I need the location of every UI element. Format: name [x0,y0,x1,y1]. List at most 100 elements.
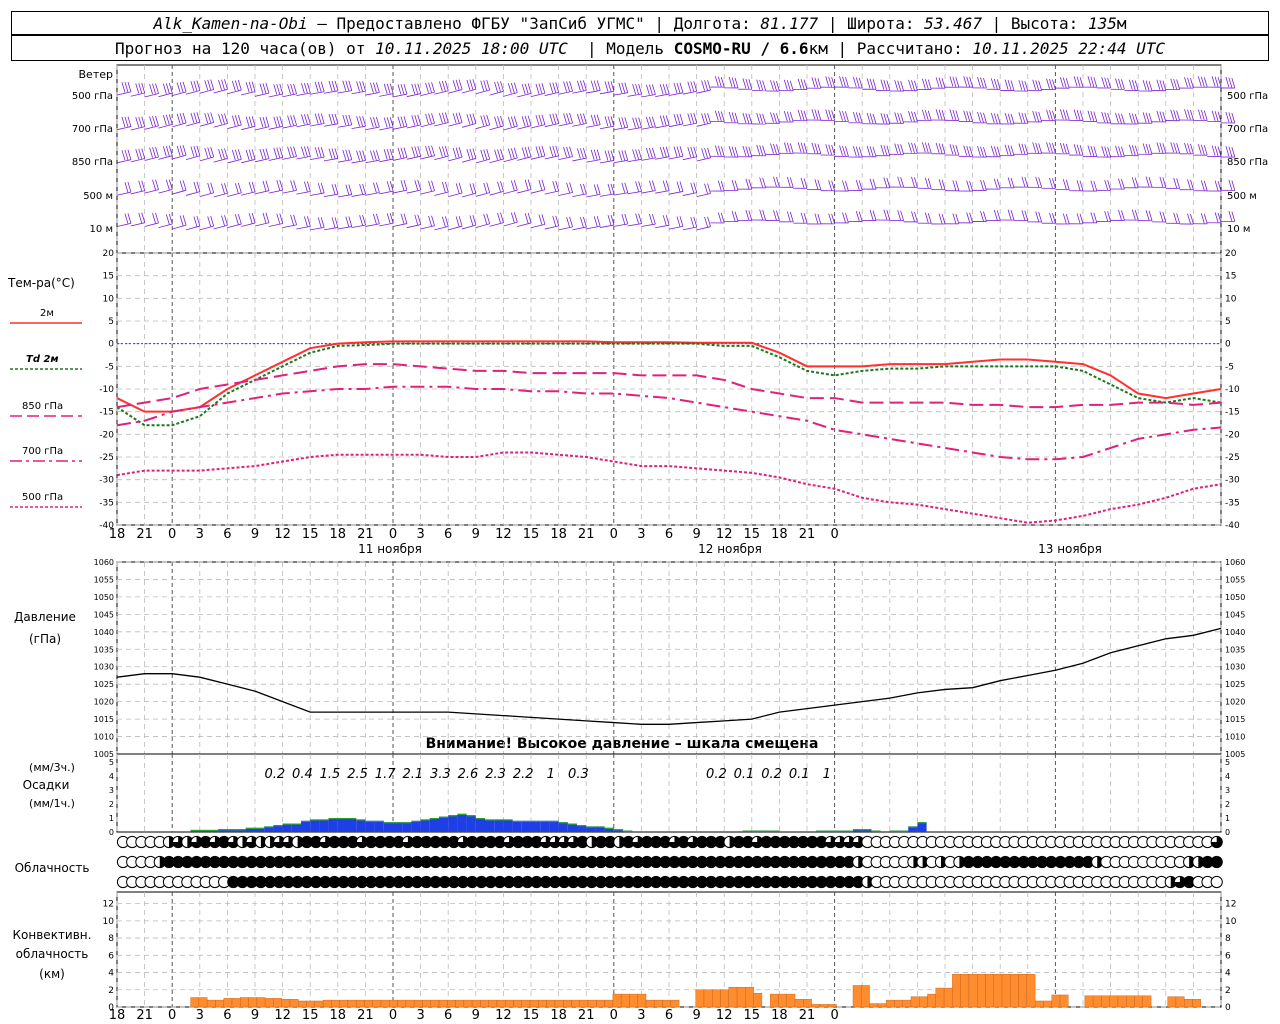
wind-barb-feather [1118,113,1122,124]
y-tick-label: 4 [109,772,114,781]
wind-barb-feather [659,115,664,126]
wind-barb-feather [328,148,333,159]
wind-barb-feather [141,212,146,223]
wind-barb-feather [914,143,918,154]
precip-bar-top [439,816,449,818]
wind-barb-feather [555,215,560,226]
wind-barb [130,126,145,131]
x-tick-label: 3 [416,527,424,542]
precip-bar-top [816,830,826,832]
wind-barb-feather [1065,213,1070,225]
wind-barb-feather [621,150,626,161]
wind-barb [572,226,587,231]
wind-barb-feather [734,211,739,222]
wind-barb [241,222,256,227]
wind-barb-feather [817,179,822,190]
wind-barb-feather [707,79,711,91]
wind-barb-feather [196,112,201,123]
wind-barb-feather [566,182,570,193]
y-tick-label: 1 [1225,814,1230,823]
wind-barb-feather [400,147,405,158]
wind-barb [420,91,435,96]
precip-unit-3h: (мм/3ч.) [29,761,75,774]
convective-bar [405,999,415,1008]
wind-barb-feather [897,80,902,91]
wind-barb-feather [444,216,449,227]
wind-barb-feather [690,81,695,92]
wind-barb-feather [1087,110,1092,121]
wind-barb-feather [1062,179,1067,190]
wind-barb-feather [190,146,195,157]
wind-barb-feather [569,182,573,193]
wind-barb-feather [1101,111,1106,123]
wind-barb-feather [728,111,733,123]
y-tick-label: 3 [109,786,114,795]
wind-barb-feather [577,113,581,124]
wind-barb-feather [759,79,764,91]
wind-barb [296,92,311,97]
wind-barb-feather [1024,177,1029,188]
wind-barb-feather [900,210,905,221]
wind-barb-feather [231,115,236,126]
wind-barb-feather [386,181,391,192]
wind-barb-feather [182,145,187,156]
wind-barb-feather [373,213,377,225]
x-tick-label-bottom: 3 [637,1008,645,1023]
wind-barb-feather [983,77,987,89]
wind-barb-feather [858,180,863,191]
wind-barb-feather [328,80,333,92]
wind-barb-feather [1076,144,1081,155]
convective-bar [413,999,423,1008]
wind-barb [558,226,573,231]
wind-barb [627,127,642,131]
convective-bar [654,999,663,1008]
convective-bar [248,997,258,1008]
cloud-symbol-fill [282,836,295,848]
x-tick-label-bottom: 6 [444,1008,452,1023]
wind-barb [310,192,325,196]
wind-barb-feather [317,81,322,92]
wind-barb-feather [1065,78,1070,89]
wind-barb-feather [839,110,843,121]
wind-barb-feather [127,81,132,92]
wind-barb-feather [162,83,167,94]
t850-line [116,363,1222,409]
wind-barb-feather [938,109,943,120]
station-name: Alk_Kamen-na-Obi [153,13,308,33]
cloud-symbol-fill [319,836,331,848]
convective-bar [455,999,465,1008]
wind-barb-feather [786,111,791,122]
wind-barb-feather [632,149,636,160]
wind-barb [310,123,325,127]
wind-barb-feather [155,115,159,126]
precip-3h-label: 0.1 [734,767,755,782]
y-tick-label: 5 [1225,317,1231,327]
wind-barb-feather [555,145,560,156]
wind-barb [241,158,256,164]
wind-barb-feather [1107,211,1112,222]
wind-barb-feather [290,83,294,95]
wind-barb-feather [248,182,253,193]
wind-barb-feather [262,212,267,224]
wind-barb-feather [293,115,297,126]
y-tick-label: 4 [1225,969,1231,979]
wind-barb-feather [963,76,968,87]
wind-barb [655,224,670,229]
precip-bar [439,816,449,832]
wind-barb-feather [1024,144,1029,155]
wind-barb-feather [210,112,215,123]
wind-barb [213,192,228,198]
wind-barb-feather [527,83,532,94]
wind-barb-feather [803,178,808,189]
legend-td2m-label: Td 2м [26,354,59,365]
wind-barb-feather [866,145,871,157]
wind-barb [365,223,380,227]
wind-barb-feather [911,211,915,222]
x-tick-label: 6 [665,527,673,542]
precip-bar [383,822,393,832]
wind-barb-feather [977,146,981,157]
convective-bar [720,989,730,1008]
wind-barb-feather [773,112,777,123]
y-tick-label: 1030 [1225,663,1245,672]
y-tick-label: 8 [1225,934,1231,944]
